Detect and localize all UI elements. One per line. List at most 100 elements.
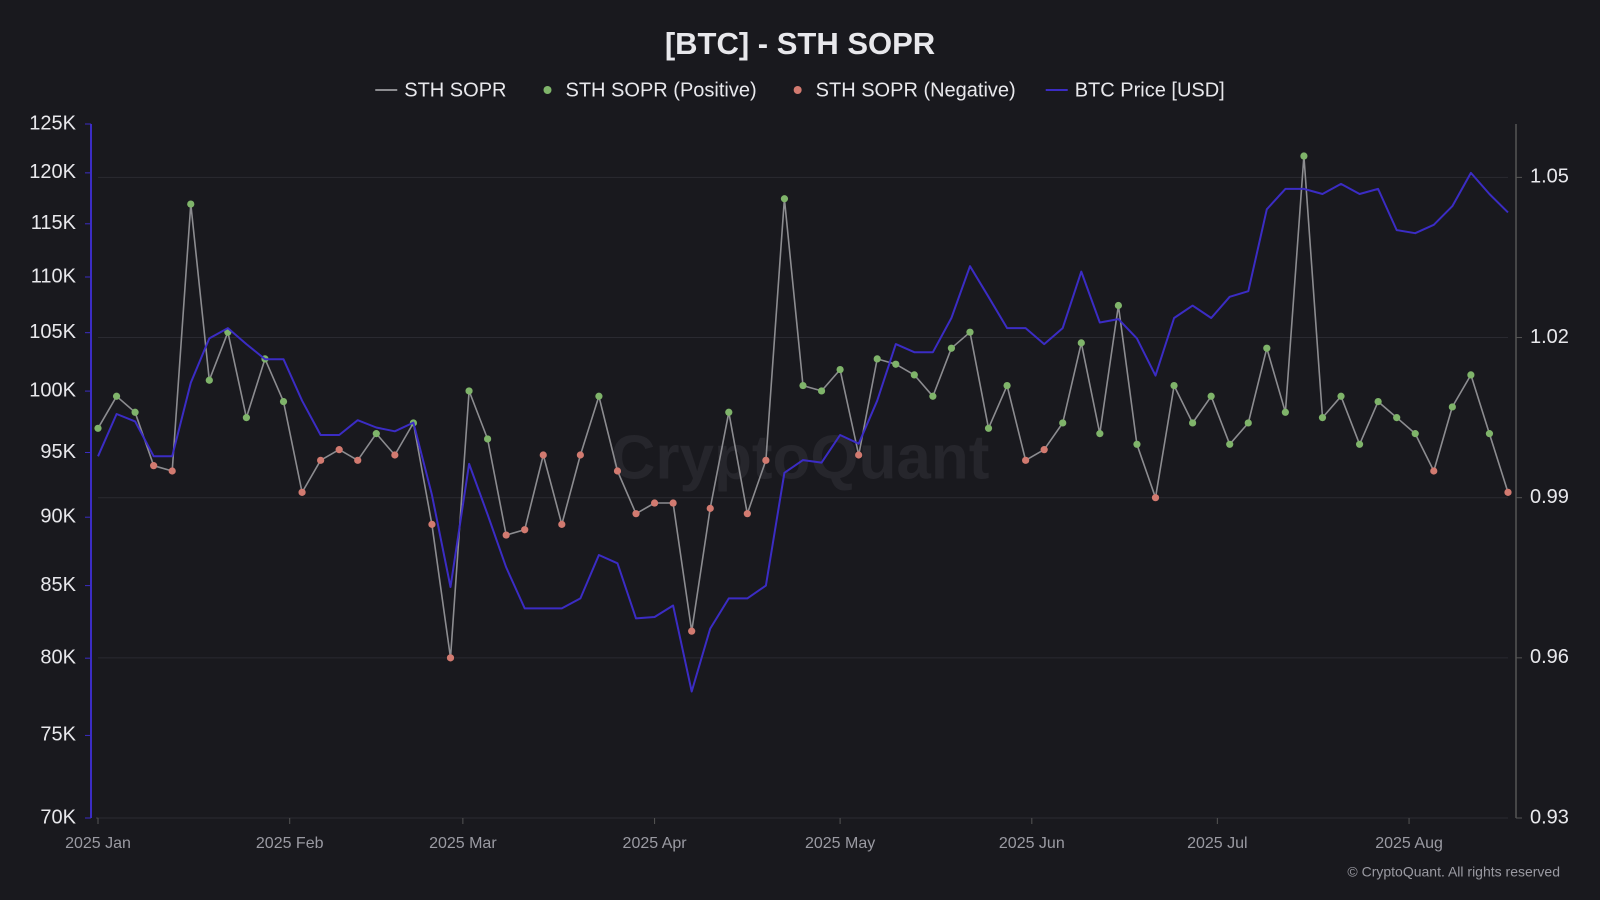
- series-line: [97, 171, 1509, 693]
- sopr-point: [743, 510, 751, 518]
- sopr-point: [799, 381, 807, 390]
- legend-label: STH SOPR (Positive): [566, 79, 757, 101]
- sopr-point: [317, 456, 325, 464]
- sopr-point: [187, 200, 195, 208]
- legend-label: STH SOPR (Negative): [816, 79, 1016, 101]
- sopr-point: [576, 451, 584, 459]
- credit: © CryptoQuant. All rights reserved: [1347, 864, 1560, 880]
- sopr-point: [780, 195, 789, 203]
- sopr-point: [725, 408, 733, 416]
- sopr-point: [1281, 408, 1289, 416]
- sopr-point: [1263, 344, 1271, 352]
- sopr-point: [1448, 403, 1456, 411]
- y-tick-label: 105K: [29, 321, 76, 343]
- sopr-point: [428, 520, 436, 528]
- y-tick-label: 75K: [40, 724, 76, 746]
- sopr-point: [1096, 430, 1104, 438]
- sopr-point: [1355, 440, 1364, 448]
- y-tick-label: 90K: [40, 505, 76, 527]
- sopr-point: [539, 451, 547, 459]
- sopr-point: [1244, 419, 1252, 427]
- y-tick-label: 85K: [40, 574, 76, 596]
- sopr-point: [1040, 446, 1048, 454]
- sopr-point: [688, 627, 696, 635]
- sopr-point: [1337, 392, 1345, 400]
- x-tick-label: 2025 Jun: [999, 835, 1065, 852]
- legend-item: STH SOPR (Positive): [543, 79, 757, 101]
- sopr-point: [1189, 419, 1197, 427]
- y2-tick-label: 0.96: [1530, 646, 1569, 668]
- sopr-point: [1059, 419, 1067, 427]
- sopr-point: [1393, 414, 1401, 422]
- grid: [98, 176, 1508, 819]
- sopr-point: [1133, 440, 1141, 448]
- sopr-point: [873, 355, 881, 363]
- plot: [94, 152, 1512, 693]
- sopr-point: [595, 392, 603, 400]
- y2-tick-label: 0.99: [1530, 486, 1569, 508]
- y2-tick-label: 0.93: [1530, 806, 1569, 828]
- sopr-point: [112, 392, 121, 400]
- y-tick-label: 110K: [31, 265, 77, 287]
- sopr-point: [354, 456, 362, 464]
- sopr-point: [1300, 152, 1308, 160]
- sopr-point: [131, 408, 139, 416]
- y-tick-label: 120K: [29, 161, 76, 183]
- sopr-point: [465, 387, 473, 395]
- sopr-point: [947, 344, 956, 352]
- sopr-point: [650, 499, 659, 507]
- x-tick-label: 2025 Aug: [1375, 835, 1443, 852]
- sopr-point: [94, 424, 102, 432]
- y-tick-label: 95K: [40, 441, 76, 463]
- watermark: CryptoQuant: [611, 423, 990, 492]
- sopr-point: [484, 435, 492, 443]
- sopr-point: [205, 376, 213, 384]
- legend: STH SOPR STH SOPR (Positive) STH SOPR (Neg…: [375, 79, 1225, 101]
- sopr-point: [1226, 440, 1234, 448]
- y-tick-label: 125K: [29, 112, 76, 134]
- y-tick-label: 115K: [31, 212, 77, 234]
- sopr-point: [502, 531, 510, 539]
- sopr-point: [706, 504, 714, 512]
- sopr-point: [966, 328, 974, 336]
- y-tick-label: 70K: [40, 806, 76, 828]
- sopr-point: [855, 451, 863, 459]
- x-tick-label: 2025 Apr: [623, 835, 688, 852]
- legend-swatch: [543, 86, 552, 94]
- sopr-point: [335, 446, 343, 454]
- sopr-point: [669, 499, 677, 507]
- sopr-point: [558, 520, 566, 528]
- sopr-point: [762, 456, 770, 464]
- sopr-point: [1151, 494, 1160, 502]
- x-tick-label: 2025 May: [805, 835, 875, 852]
- sopr-point: [372, 430, 380, 438]
- sopr-point: [391, 451, 399, 459]
- x-tick-label: 2025 Mar: [429, 835, 497, 852]
- sopr-point: [242, 414, 251, 422]
- sopr-point: [168, 467, 176, 475]
- sopr-point: [1114, 301, 1122, 310]
- sopr-point: [1430, 467, 1438, 475]
- sopr-point: [892, 360, 900, 368]
- sopr-point: [632, 510, 640, 518]
- sopr-point: [929, 392, 937, 400]
- x-tick-label: 2025 Feb: [256, 835, 324, 852]
- sopr-point: [446, 654, 455, 662]
- sopr-point: [1077, 339, 1085, 347]
- sopr-point: [150, 462, 158, 470]
- y-tick-label: 80K: [40, 646, 76, 668]
- y2-tick-label: 1.05: [1530, 166, 1569, 188]
- y-tick-label: 100K: [29, 379, 76, 401]
- chart-title: [BTC] - STH SOPR: [665, 26, 935, 61]
- sopr-point: [1485, 430, 1494, 438]
- x-tick-label: 2025 Jul: [1187, 835, 1248, 852]
- legend-item: STH SOPR: [375, 79, 507, 101]
- legend-swatch: [793, 86, 802, 94]
- legend-item: STH SOPR (Negative): [793, 79, 1016, 101]
- sopr-point: [1467, 371, 1475, 379]
- sopr-point: [1411, 430, 1419, 438]
- legend-label: STH SOPR: [404, 79, 506, 101]
- sopr-point: [984, 424, 993, 432]
